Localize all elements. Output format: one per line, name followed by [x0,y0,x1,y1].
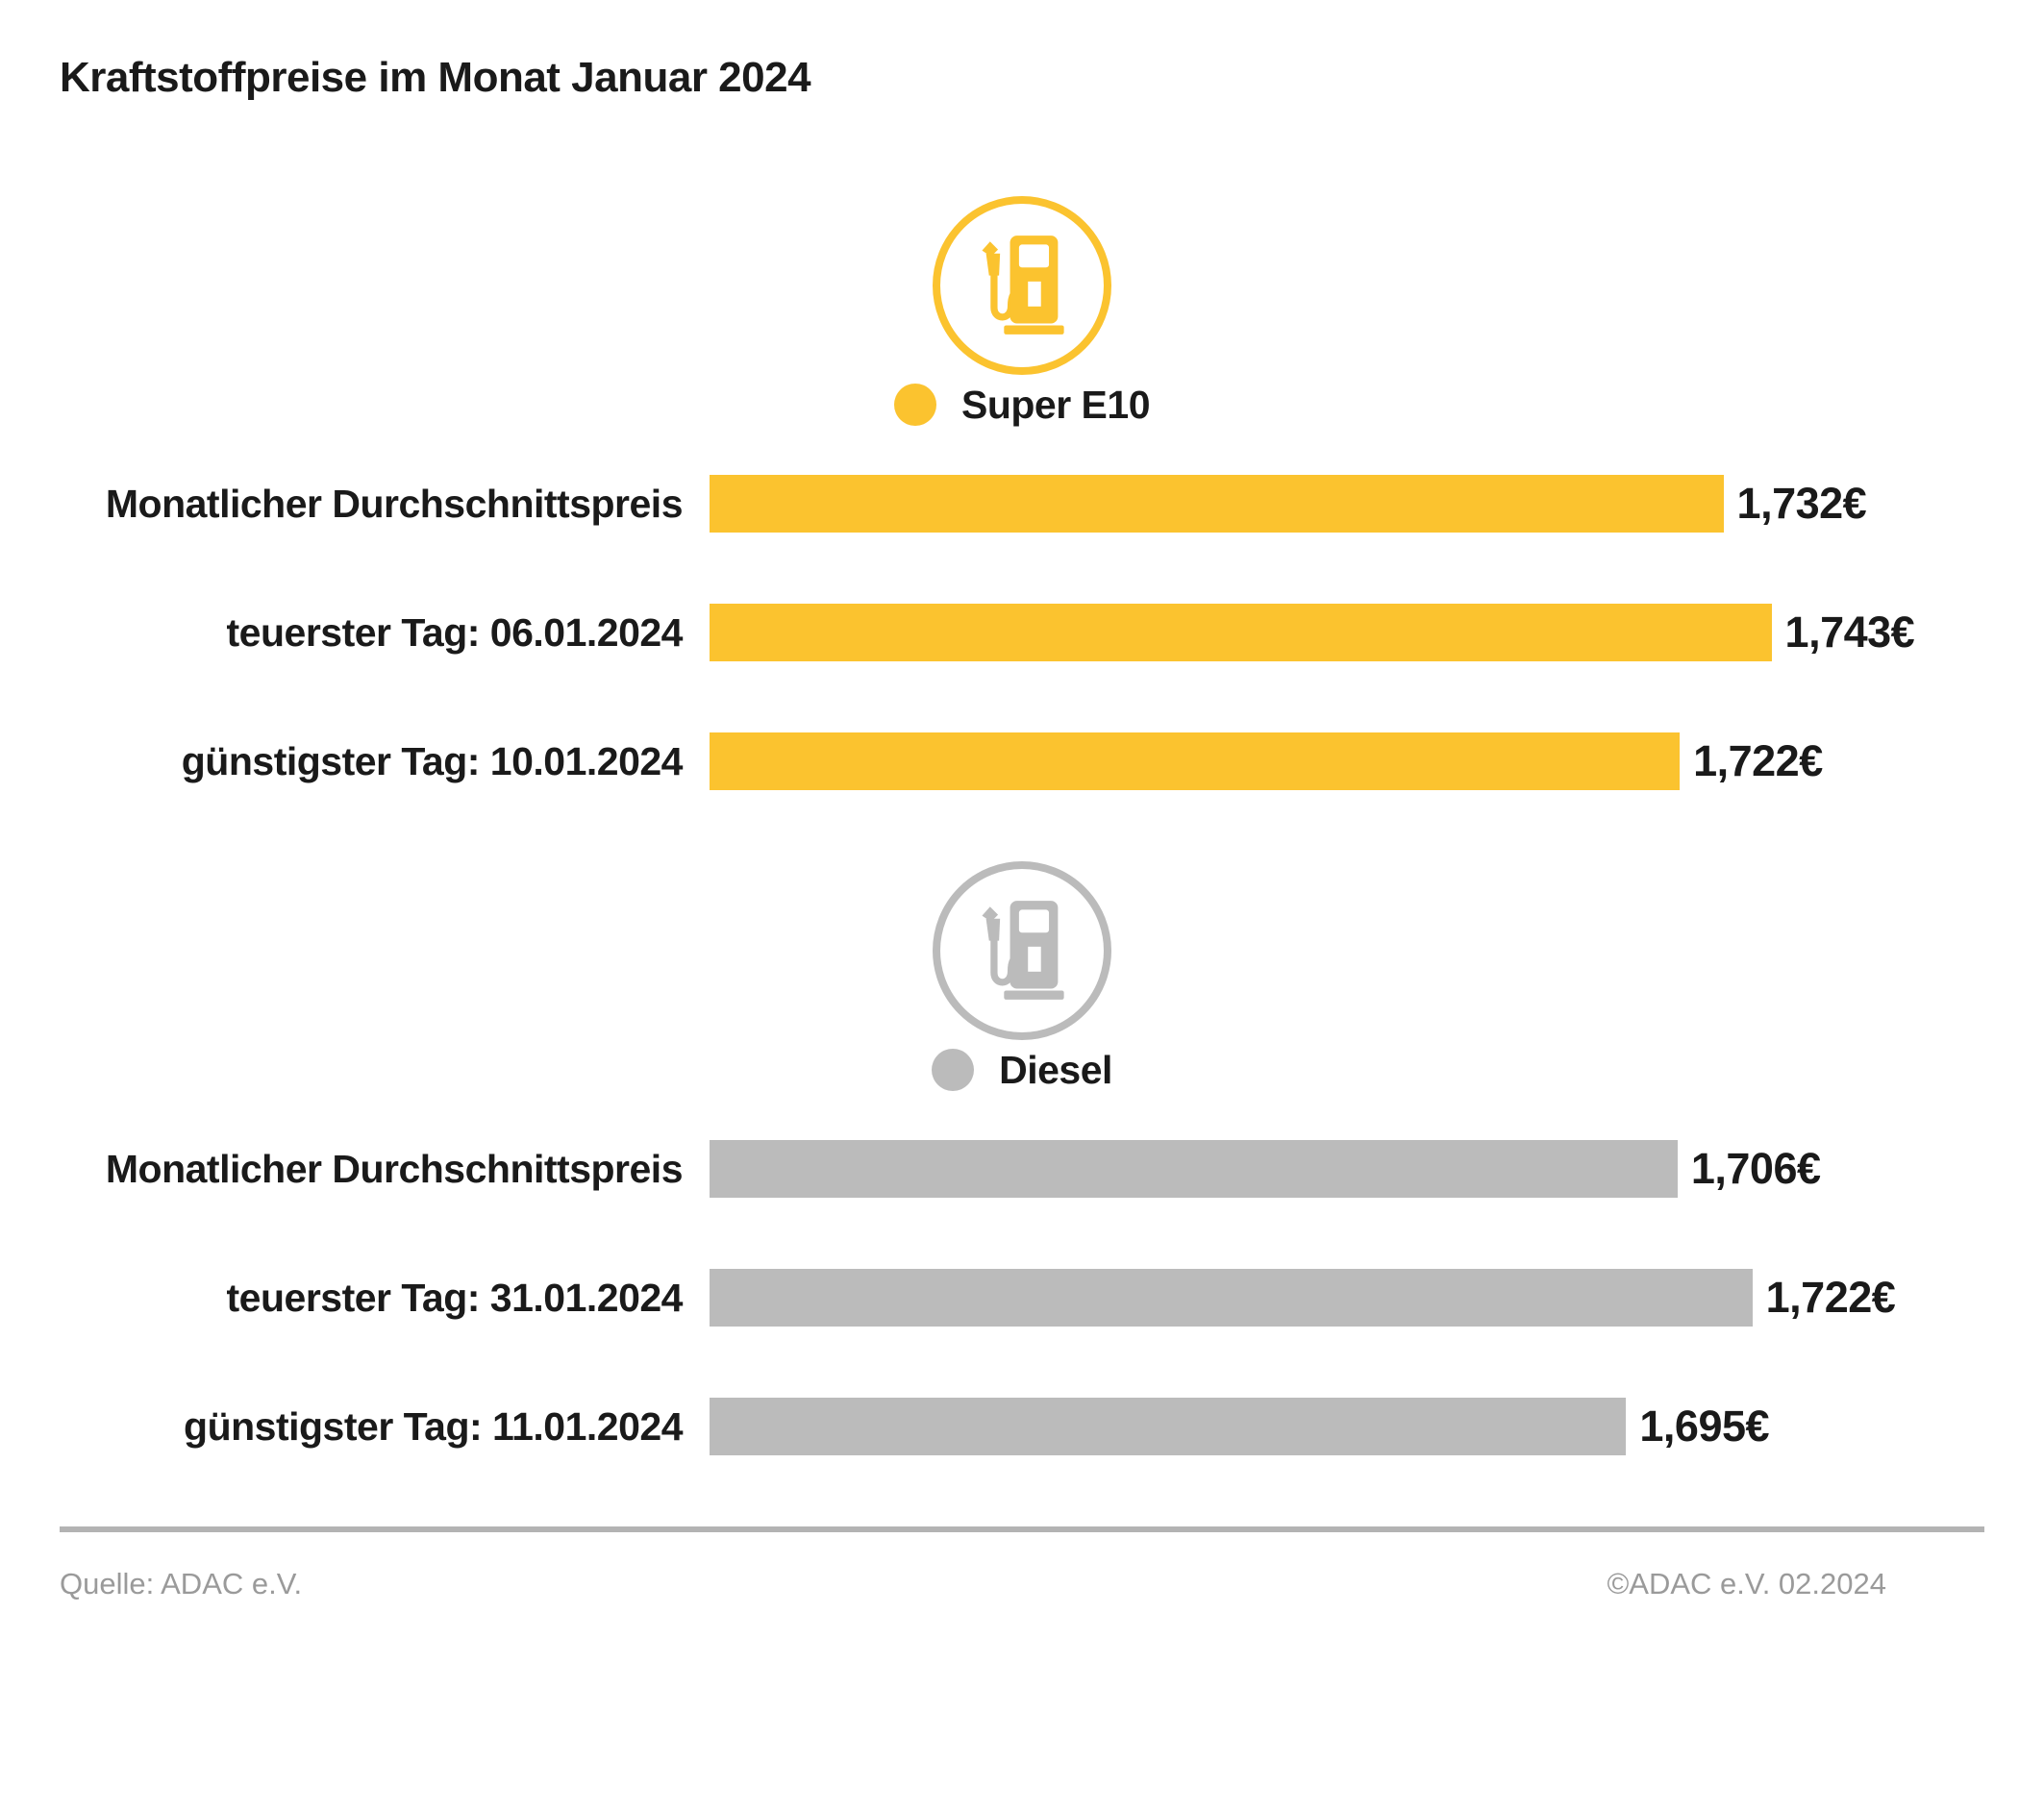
bar-label: Monatlicher Durchschnittspreis [105,481,684,526]
bar [710,604,1772,661]
bar-track: 1,732€ [710,475,1984,533]
bar-value: 1,743€ [1784,608,1915,657]
section-super-e10: Super E10 Monatlicher Durchschnittspreis… [60,196,1984,790]
bar-track: 1,722€ [710,1269,1984,1327]
bar-track: 1,695€ [710,1398,1984,1455]
bar [710,1269,1753,1327]
bar-label: Monatlicher Durchschnittspreis [105,1146,684,1191]
legend-label: Super E10 [960,382,1151,427]
bar-row: günstigster Tag: 11.01.2024 1,695€ [60,1398,1984,1455]
bar-row: teuerster Tag: 06.01.2024 1,743€ [60,604,1984,661]
legend-dot-icon [932,1049,975,1091]
bar-group-diesel: Monatlicher Durchschnittspreis 1,706€ te… [60,1140,1984,1455]
bar-label: günstigster Tag: 11.01.2024 [184,1403,683,1449]
bar-row: günstigster Tag: 10.01.2024 1,722€ [60,732,1984,790]
bar-group-super-e10: Monatlicher Durchschnittspreis 1,732€ te… [60,475,1984,790]
bar-track: 1,722€ [710,732,1984,790]
legend-dot-icon [893,384,936,426]
copyright-note: ©ADAC e.V. 02.2024 [1607,1567,1886,1600]
bar-value: 1,732€ [1736,479,1867,528]
bar-track: 1,706€ [710,1140,1984,1198]
fuel-pump-icon [933,861,1111,1040]
bar-row: Monatlicher Durchschnittspreis 1,706€ [60,1140,1984,1198]
chart-title: Kraftstoffpreise im Monat Januar 2024 [60,54,811,101]
bar [710,1140,1678,1198]
bar-track: 1,743€ [710,604,1984,661]
bar-row: teuerster Tag: 31.01.2024 1,722€ [60,1269,1984,1327]
bar-row: Monatlicher Durchschnittspreis 1,732€ [60,475,1984,533]
bar-value: 1,722€ [1765,1273,1896,1322]
legend-diesel: Diesel [60,1048,1984,1092]
bar [710,732,1681,790]
bar-value: 1,706€ [1690,1144,1821,1193]
bar-label: teuerster Tag: 06.01.2024 [226,609,684,655]
source-note: Quelle: ADAC e.V. [60,1567,303,1600]
section-diesel: Diesel Monatlicher Durchschnittspreis 1,… [60,861,1984,1455]
bar-label: günstigster Tag: 10.01.2024 [181,738,684,783]
bar [710,1398,1627,1455]
footer: Quelle: ADAC e.V. ©ADAC e.V. 02.2024 [60,1567,1984,1601]
bar [710,475,1724,533]
legend-label: Diesel [999,1047,1112,1092]
bar-value: 1,695€ [1639,1402,1770,1451]
bar-value: 1,722€ [1693,736,1823,785]
footer-divider [60,1526,1984,1532]
legend-super-e10: Super E10 [60,383,1984,427]
bar-label: teuerster Tag: 31.01.2024 [226,1275,684,1320]
fuel-pump-icon [933,196,1111,375]
